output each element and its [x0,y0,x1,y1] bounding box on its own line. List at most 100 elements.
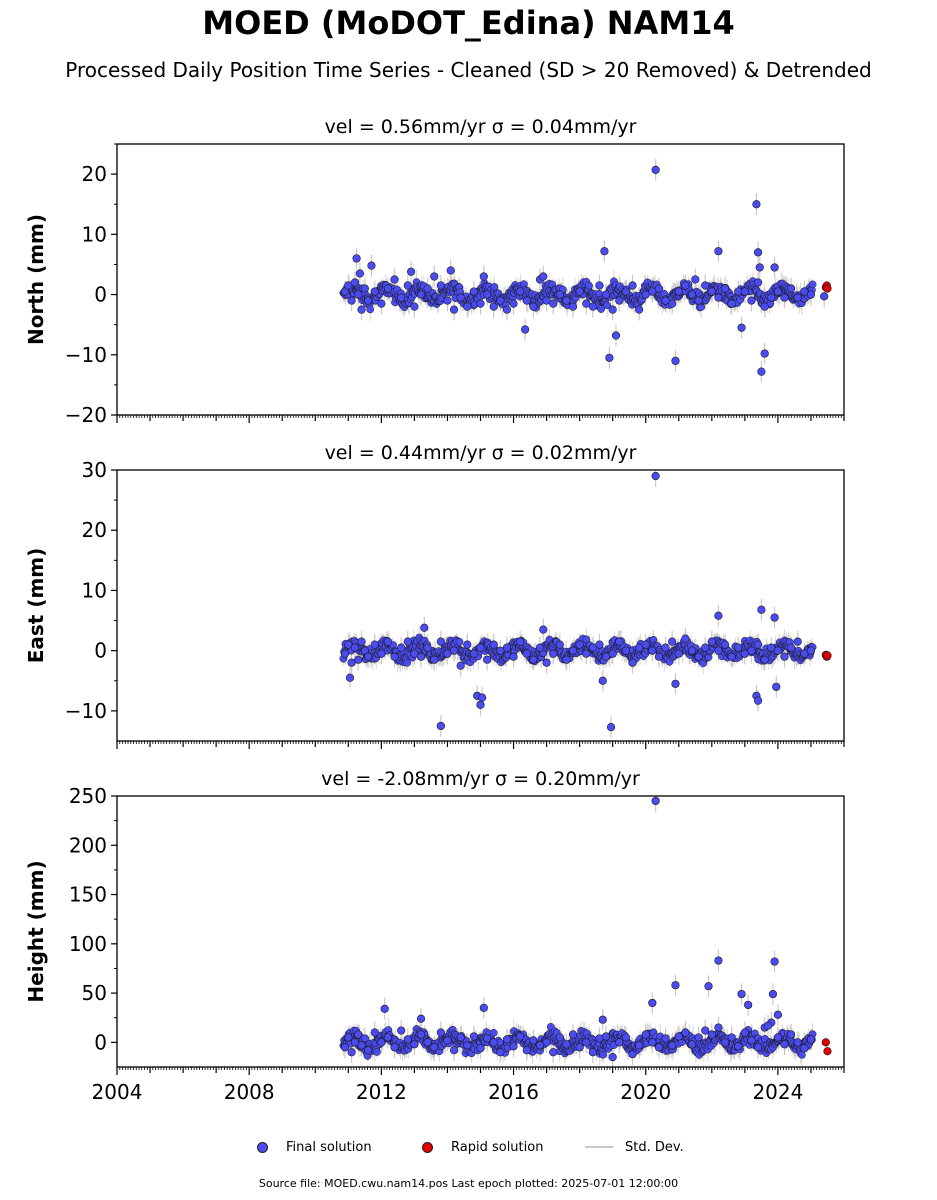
east-final-point [734,643,743,652]
north-final-point [753,278,763,287]
north-final-point [800,287,809,296]
east-final-point [694,652,703,661]
east-final-point [509,652,518,661]
north-final-point [364,296,373,305]
east-ytick-label: 10 [82,578,107,602]
north-final-point [737,323,746,332]
north-ytick-label: −20 [65,403,107,427]
east-final-point [539,625,548,634]
north-final-point [347,296,356,305]
east-final-point [628,658,637,667]
east-final-point [701,643,710,652]
north-final-point [760,349,769,358]
east-final-point [476,700,485,709]
north-final-point [522,296,531,305]
east-final-point [635,643,644,652]
north-final-point [542,296,551,305]
north-ytick-label: −10 [65,343,107,367]
east-final-point [377,649,386,658]
east-final-point [410,649,419,658]
east-final-point [806,646,816,655]
east-final-point [456,661,465,670]
north-final-point [621,287,631,296]
north-final-point [806,290,816,299]
north-final-point [521,325,530,334]
north-plot-area [339,159,832,383]
east-final-point [671,679,680,688]
east-final-point [674,649,683,658]
east-final-point [800,649,809,658]
east-ytick-label: −10 [65,699,107,723]
height-panel: vel = -2.08mm/yr σ = 0.20mm/yr Height (mm… [24,768,845,1104]
north-final-point [357,305,366,314]
north-final-point [568,302,578,311]
north-final-point [366,305,375,314]
north-final-point [350,278,360,287]
east-final-point [357,637,366,646]
north-rapid-point [823,284,832,293]
east-final-point [354,655,363,664]
east-final-point [654,652,664,661]
north-final-point [767,293,776,302]
north-final-point [651,165,660,174]
north-final-point [443,296,452,305]
north-final-point [740,287,749,296]
north-ytick-label: 10 [82,222,107,246]
east-final-point [496,646,505,655]
east-final-point [364,652,373,661]
north-final-point [714,293,723,302]
east-final-point [770,613,779,622]
north-final-point [555,290,564,299]
north-ytick-label: 0 [94,283,107,307]
east-panel: vel = 0.44mm/yr σ = 0.02mm/yr East (mm) 30… [24,442,845,749]
east-final-point [347,658,356,667]
north-ytick-label: 20 [82,162,107,186]
east-final-point [562,655,571,664]
east-rapid-point [823,651,832,660]
east-final-point [344,640,353,649]
north-final-point [588,302,597,311]
north-final-point [456,293,465,302]
east-final-point [588,643,597,652]
north-final-point [628,281,637,290]
north-final-point [370,287,379,296]
east-final-point [350,643,360,652]
east-final-point [403,658,411,667]
north-final-point [787,284,796,293]
north-final-point [668,299,677,308]
east-final-point [455,637,464,646]
north-final-point [635,305,644,314]
north-final-point [648,287,657,296]
east-final-point [727,652,736,661]
north-final-point [489,302,498,311]
east-final-point [648,646,657,655]
north-final-point [661,296,670,305]
east-final-point [787,643,796,652]
page-subtitle: Processed Daily Position Time Series - C… [65,58,872,82]
north-final-point [423,284,432,293]
east-final-point [555,640,564,649]
north-final-point [529,302,538,311]
height-final-point [599,1050,608,1059]
north-final-point [601,290,611,299]
north-final-point [597,305,605,313]
east-final-point [773,646,783,655]
east-final-point [575,640,584,649]
east-final-point [661,643,670,652]
north-final-point [808,280,817,289]
north-final-point [403,281,412,290]
east-final-point [463,640,472,649]
east-final-point [529,655,538,664]
east-ytick-label: 0 [94,639,107,663]
north-final-point [446,266,455,275]
east-final-point [598,676,607,685]
east-final-point [516,637,525,646]
east-final-point [568,646,578,655]
north-final-point [595,281,604,290]
north-final-point [780,293,789,302]
north-ylabel: North (mm) [24,214,48,345]
north-final-point [654,284,664,293]
east-final-point [707,637,716,646]
north-final-point [416,290,426,299]
north-final-point [367,261,376,270]
